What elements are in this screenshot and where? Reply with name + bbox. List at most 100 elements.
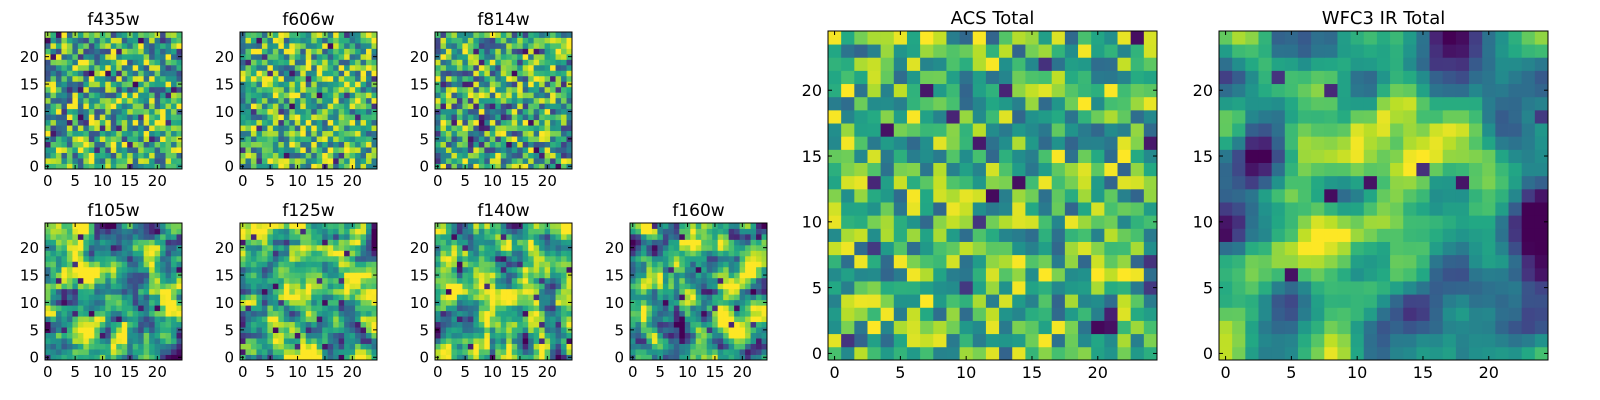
heatmap-cell <box>143 81 150 88</box>
heatmap-cell <box>734 244 740 251</box>
heatmap-cell <box>495 327 502 333</box>
heatmap-cell <box>99 53 106 60</box>
heatmap-cell <box>440 239 447 246</box>
heatmap-cell <box>985 307 1000 321</box>
heatmap-cell <box>83 327 90 333</box>
heatmap-cell <box>467 272 474 279</box>
heatmap-cell <box>105 261 112 268</box>
heatmap-cell <box>105 250 112 257</box>
heatmap-cell <box>105 354 112 361</box>
heatmap-cell <box>165 125 172 132</box>
heatmap-cell <box>121 125 128 132</box>
heatmap-cell <box>484 86 491 93</box>
heatmap-cell <box>272 147 279 153</box>
heatmap-cell <box>506 53 513 60</box>
heatmap-cell <box>539 75 545 82</box>
heatmap-cell <box>473 81 480 88</box>
heatmap-cell <box>240 332 246 339</box>
heatmap-cell <box>544 147 551 153</box>
heatmap-cell <box>138 125 145 132</box>
heatmap-cell <box>473 59 480 66</box>
heatmap-cell <box>338 86 345 93</box>
heatmap-cell <box>344 70 350 77</box>
heatmap-cell <box>261 250 268 257</box>
heatmap-cell <box>484 42 491 49</box>
heatmap-cell <box>154 136 161 142</box>
heatmap-cell <box>561 64 567 71</box>
heatmap-cell <box>105 141 112 148</box>
heatmap-cell <box>165 92 172 99</box>
heatmap-cell <box>750 321 757 328</box>
heatmap-cell <box>88 310 95 317</box>
heatmap-cell <box>110 332 117 339</box>
heatmap-cell <box>723 294 730 301</box>
heatmap-cell <box>467 163 474 170</box>
heatmap-cell <box>371 152 378 159</box>
heatmap-cell <box>176 42 183 49</box>
heatmap-cell <box>495 59 502 66</box>
heatmap-cell <box>717 321 724 328</box>
heatmap-cell <box>706 354 713 361</box>
heatmap-cell <box>355 223 361 229</box>
heatmap-cell <box>1091 281 1105 295</box>
heatmap-cell <box>440 125 447 132</box>
heatmap-cell <box>473 277 480 284</box>
heatmap-cell <box>1104 228 1118 242</box>
heatmap-cell <box>371 349 378 355</box>
heatmap-cell <box>522 266 529 273</box>
heatmap-cell <box>500 48 507 55</box>
heatmap-cell <box>132 316 139 323</box>
heatmap-cell <box>61 233 68 240</box>
heatmap-cell <box>451 332 458 339</box>
heatmap-cell <box>651 338 658 344</box>
heatmap-cell <box>451 147 458 153</box>
heatmap-cell <box>484 327 491 333</box>
heatmap-cell <box>338 354 345 361</box>
heatmap-cell <box>528 86 535 93</box>
heatmap-cell <box>256 338 263 344</box>
heatmap-cell <box>294 255 301 262</box>
heatmap-cell <box>55 310 62 317</box>
heatmap-cell <box>289 239 296 246</box>
heatmap-cell <box>322 327 329 333</box>
heatmap-cell <box>999 202 1013 216</box>
heatmap-cell <box>533 288 540 295</box>
heatmap-cell <box>739 239 746 246</box>
heatmap-cell <box>500 283 507 290</box>
heatmap-cell <box>355 158 361 164</box>
heatmap-cell <box>1051 294 1066 308</box>
heatmap-cell <box>300 81 307 88</box>
heatmap-cell <box>83 321 90 328</box>
heatmap-cell <box>1078 320 1092 335</box>
heatmap-cell <box>445 266 452 273</box>
heatmap-cell <box>695 310 702 317</box>
heatmap-cell <box>267 114 274 121</box>
heatmap-cell <box>478 299 485 306</box>
heatmap-cell <box>640 277 647 284</box>
heatmap-cell <box>635 299 642 306</box>
heatmap-cell <box>640 239 647 246</box>
heatmap-cell <box>484 32 491 38</box>
heatmap-cell <box>371 125 378 132</box>
heatmap-cell <box>489 147 496 153</box>
heatmap-cell <box>61 349 68 355</box>
heatmap-cell <box>462 272 469 279</box>
heatmap-cell <box>261 86 268 93</box>
heatmap-cell <box>77 310 84 317</box>
heatmap-cell <box>478 136 485 142</box>
heatmap-cell <box>761 277 768 284</box>
heatmap-cell <box>176 37 183 44</box>
heatmap-cell <box>338 141 345 148</box>
heatmap-cell <box>371 86 378 93</box>
heatmap-cell <box>55 119 62 126</box>
heatmap-cell <box>256 32 263 38</box>
heatmap-cell <box>283 119 290 126</box>
heatmap-cell <box>723 316 730 323</box>
y-tick-label: 5 <box>29 130 39 148</box>
heatmap-cell <box>630 321 636 328</box>
heatmap-cell <box>132 233 139 240</box>
heatmap-cell <box>278 223 285 229</box>
heatmap-cell <box>478 53 485 60</box>
heatmap-cell <box>511 277 518 284</box>
